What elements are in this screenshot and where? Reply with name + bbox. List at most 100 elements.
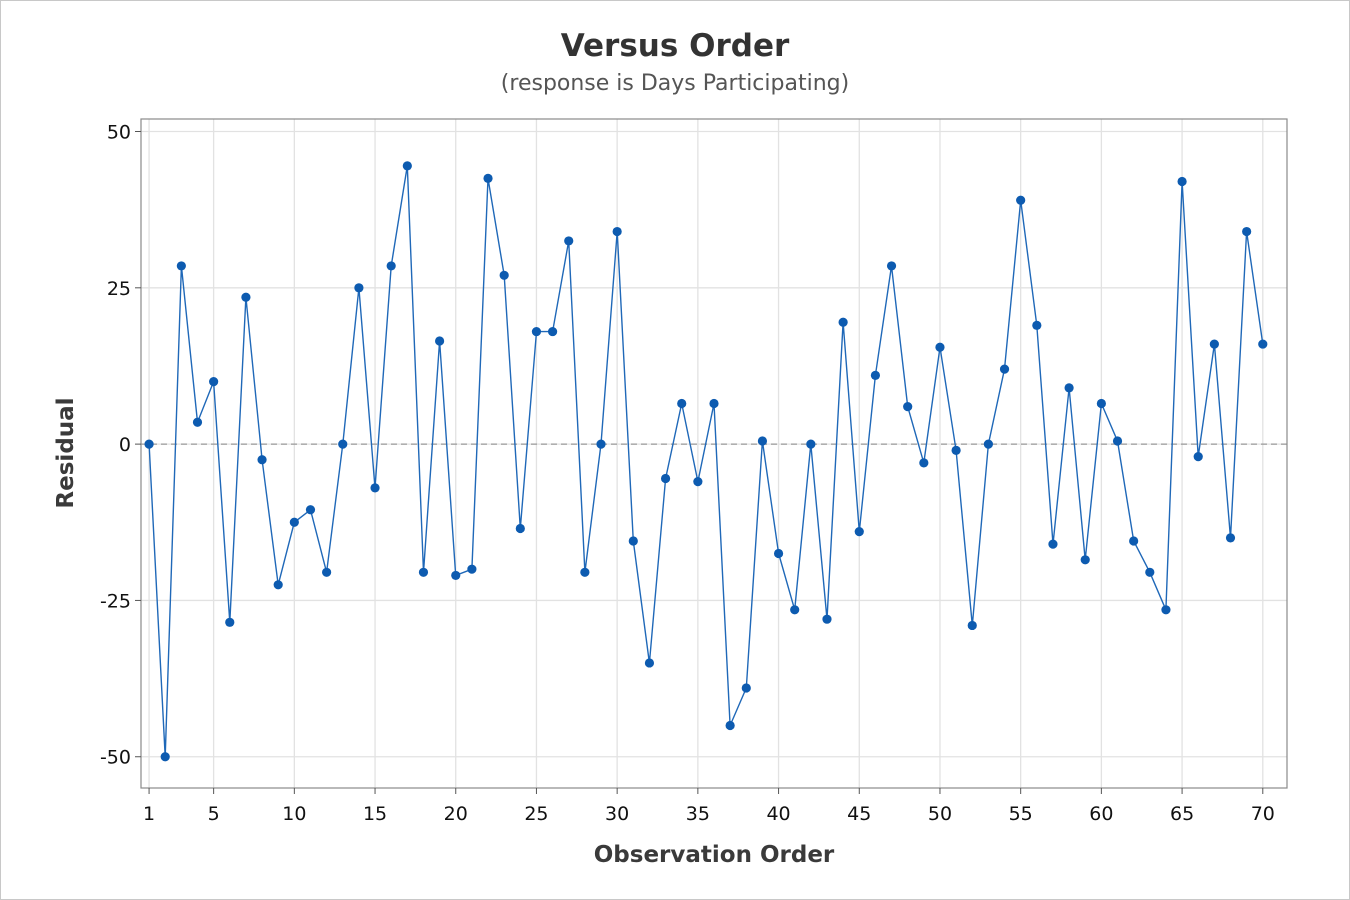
data-point [1177,176,1187,187]
x-tick-label: 5 [208,803,220,825]
y-tick-label: -25 [100,590,131,612]
x-tick-label: 60 [1089,803,1113,825]
x-tick-label: 1 [143,803,155,825]
data-point [1258,339,1268,349]
data-point [903,402,913,412]
data-point [467,564,477,574]
data-point [660,473,671,484]
data-point [1161,605,1171,615]
data-point [919,458,929,468]
data-point [322,567,332,577]
data-point [160,752,170,762]
data-point [1145,567,1155,577]
residual-series [144,161,1268,762]
y-tick-label: 50 [107,122,131,144]
x-axis-label: Observation Order [594,842,835,868]
data-point [289,517,299,527]
x-tick-label: 65 [1170,803,1194,825]
y-tick-label: 0 [119,434,131,456]
data-point [870,370,881,380]
data-point [273,580,283,590]
data-point [709,398,719,409]
data-point [773,548,784,559]
data-point [1016,195,1026,205]
data-point [1048,539,1058,549]
data-point [144,439,154,449]
data-point [1080,555,1090,565]
data-point [725,720,735,731]
data-point [354,283,364,293]
data-point [677,398,687,409]
x-tick-label: 45 [847,803,871,825]
x-tick-label: 40 [766,803,790,825]
x-tick-label: 10 [282,803,306,825]
data-point [1032,320,1042,330]
data-point [531,326,542,337]
data-point [225,617,235,627]
x-tick-label: 50 [928,803,952,825]
data-point [402,161,412,171]
data-point [757,436,768,446]
data-point [338,439,348,449]
x-tick-label: 55 [1009,803,1033,825]
x-tick-label: 70 [1251,803,1275,825]
data-point [192,417,203,427]
x-tick-label: 35 [686,803,710,825]
y-axis-ticks: 50 25 0 -25 -50 [100,122,141,769]
data-point [515,523,525,534]
data-point [951,445,961,455]
plot-area-border [140,118,1288,789]
series-line [148,165,1264,757]
data-point [999,364,1010,374]
data-point [451,570,461,581]
data-point [596,439,606,449]
y-tick-label: -50 [100,747,131,769]
data-point [1242,226,1252,237]
data-point [935,342,945,352]
data-point [983,439,993,449]
data-point [257,455,267,465]
data-point [967,620,977,631]
data-point [564,236,574,246]
x-axis-ticks: 1 5 10 15 20 25 30 35 40 45 50 55 60 65 70 [143,788,1275,825]
data-point [693,477,703,487]
data-point [628,536,638,546]
x-tick-label: 30 [605,803,629,825]
data-point [806,439,816,449]
data-point [209,376,219,387]
data-point [1209,339,1219,349]
data-point [580,567,590,577]
data-point [418,567,429,577]
x-tick-label: 15 [363,803,387,825]
data-point [1193,452,1203,462]
grid-lines [141,119,1287,788]
data-point [790,605,800,615]
data-point [305,505,316,515]
data-point [741,683,751,693]
data-point [1225,533,1236,543]
data-point [1064,383,1074,393]
y-tick-label: 25 [107,278,131,300]
data-point [547,326,558,337]
data-point [483,173,493,183]
data-point [370,483,380,493]
data-point [241,292,251,302]
data-point [386,261,396,271]
data-point [176,261,186,271]
data-point [822,614,832,624]
y-axis-label: Residual [53,397,79,508]
chart-title: Versus Order [561,28,790,64]
data-point [612,226,622,237]
data-point [1112,436,1123,446]
data-point [435,336,445,346]
data-point [886,261,897,271]
data-point [1129,536,1139,546]
x-tick-label: 25 [524,803,548,825]
chart-subtitle: (response is Days Participating) [501,71,849,96]
x-tick-label: 20 [444,803,468,825]
data-point [854,527,864,537]
data-point [644,658,655,668]
data-point [838,317,848,327]
